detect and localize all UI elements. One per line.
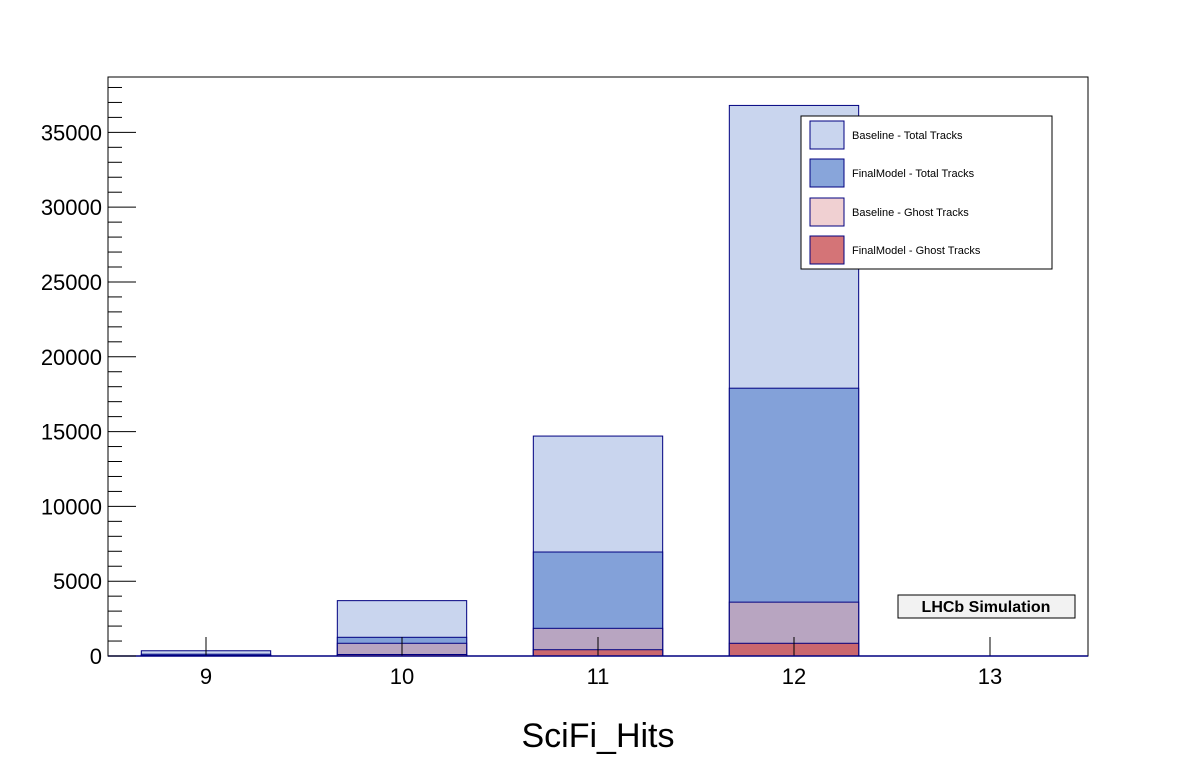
bars-layer — [140, 104, 860, 657]
x-tick-label-12: 12 — [782, 664, 806, 689]
legend-label-0: Baseline - Total Tracks — [852, 130, 963, 142]
legend-swatch-0 — [809, 120, 845, 150]
y-tick-label-10000: 10000 — [41, 494, 102, 519]
y-tick-label-0: 0 — [90, 644, 102, 669]
lhcb-badge-box — [897, 594, 1076, 619]
axes-layer: 9 10 11 12 13 0 5000 10000 15000 20000 25000 30000 3… — [41, 86, 1088, 689]
legend-swatch-1 — [809, 158, 845, 188]
y-tick-label-30000: 30000 — [41, 195, 102, 220]
y-tick-label-15000: 15000 — [41, 420, 102, 445]
x-tick-label-10: 10 — [390, 664, 414, 689]
lhcb-badge-text: LHCb Simulation — [922, 599, 1051, 616]
legend-swatch-2 — [809, 197, 845, 227]
legend: Baseline - Total Tracks FinalModel - Tota… — [800, 115, 1053, 270]
x-tick-label-11: 11 — [587, 664, 610, 689]
x-tick-label-13: 13 — [978, 664, 1002, 689]
lhcb-badge: LHCb Simulation — [897, 594, 1076, 619]
legend-swatch-3 — [809, 235, 845, 265]
x-axis-title: SciFi_Hits — [521, 717, 674, 755]
x-tick-label-9: 9 — [200, 664, 212, 689]
legend-label-3: FinalModel - Ghost Tracks — [852, 245, 981, 257]
legend-label-1: FinalModel - Total Tracks — [852, 168, 975, 180]
y-tick-label-25000: 25000 — [41, 270, 102, 295]
legend-label-2: Baseline - Ghost Tracks — [852, 207, 969, 219]
y-tick-label-20000: 20000 — [41, 345, 102, 370]
y-tick-label-5000: 5000 — [53, 569, 102, 594]
y-tick-label-35000: 35000 — [41, 120, 102, 145]
